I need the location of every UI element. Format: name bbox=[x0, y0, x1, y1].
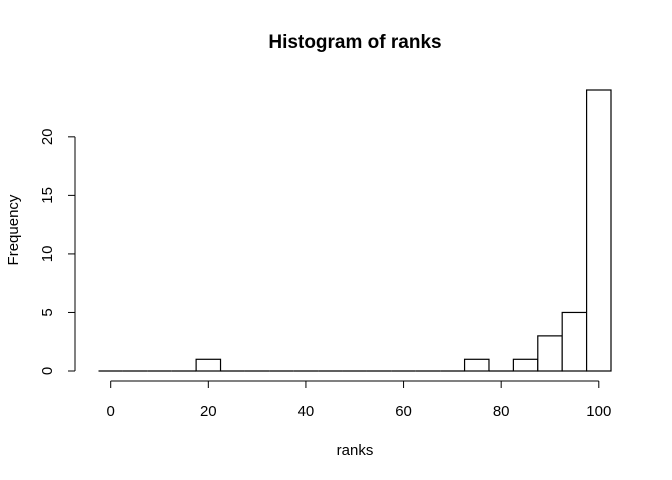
y-tick-label: 5 bbox=[39, 308, 56, 316]
histogram-bar bbox=[537, 335, 563, 372]
x-tick-label: 40 bbox=[298, 403, 315, 420]
y-axis-label: Frequency bbox=[5, 194, 22, 265]
x-tick-label: 20 bbox=[200, 403, 217, 420]
histogram-bar bbox=[561, 311, 588, 372]
x-tick-label: 0 bbox=[107, 403, 115, 420]
y-tick-label: 0 bbox=[39, 367, 56, 375]
y-tick-label: 20 bbox=[39, 128, 56, 145]
histogram-bar bbox=[463, 358, 490, 372]
histogram-bar bbox=[585, 89, 612, 372]
histogram-bar bbox=[195, 358, 222, 372]
y-tick-label: 10 bbox=[39, 246, 56, 263]
x-axis: 0 20 40 60 80 100 bbox=[107, 380, 611, 420]
x-axis-label: ranks bbox=[337, 442, 374, 459]
x-tick-label: 100 bbox=[586, 403, 611, 420]
y-axis: 0 5 10 15 20 bbox=[39, 128, 76, 375]
chart-title: Histogram of ranks bbox=[268, 32, 441, 53]
y-tick-label: 15 bbox=[39, 187, 56, 204]
histogram-bar bbox=[512, 358, 539, 372]
bars-group bbox=[98, 89, 612, 372]
x-tick-label: 60 bbox=[395, 403, 412, 420]
x-tick-label: 80 bbox=[493, 403, 510, 420]
